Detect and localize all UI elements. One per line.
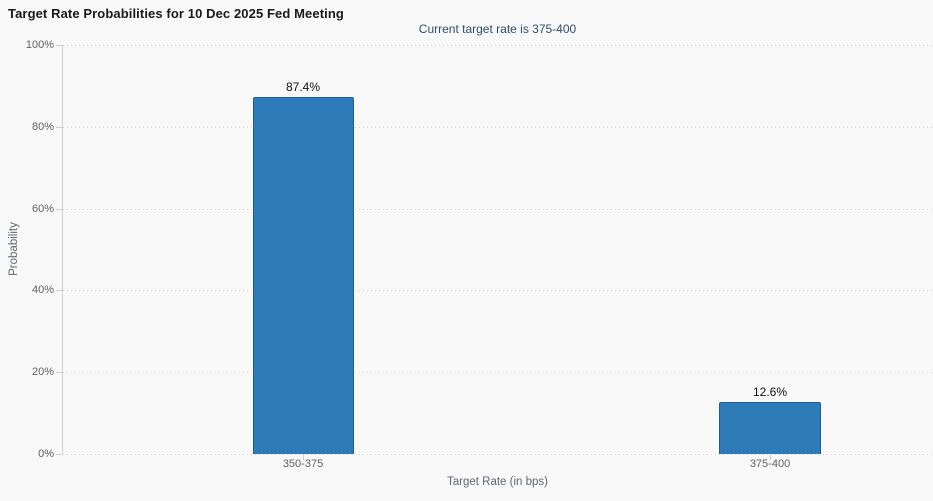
- x-tick-label: 350-375: [282, 458, 324, 470]
- y-axis-title: Probability: [8, 222, 20, 276]
- chart-subtitle: Current target rate is 375-400: [418, 22, 577, 36]
- x-axis-tick: [303, 455, 304, 460]
- gridline: [63, 208, 933, 210]
- gridline: [63, 290, 933, 292]
- x-axis-tick: [770, 455, 771, 460]
- y-axis-tick: [56, 454, 62, 455]
- x-tick-label: 375-400: [749, 458, 791, 470]
- probability-bar[interactable]: [719, 402, 821, 454]
- y-tick-label: 40%: [31, 284, 54, 297]
- gridline: [63, 45, 933, 46]
- gridline: [63, 454, 933, 455]
- y-tick-label: 80%: [31, 120, 54, 133]
- bar-value-label: 87.4%: [285, 79, 321, 94]
- y-tick-label: 20%: [31, 366, 54, 379]
- x-axis-title: Target Rate (in bps): [447, 476, 548, 488]
- plot-area: [62, 45, 933, 455]
- y-axis-tick: [56, 290, 62, 292]
- chart-title: Target Rate Probabilities for 10 Dec 202…: [8, 6, 344, 21]
- probability-bar[interactable]: [252, 96, 354, 454]
- y-axis-tick: [56, 208, 62, 210]
- y-axis-tick: [56, 126, 62, 128]
- bar-value-label: 12.6%: [752, 385, 788, 400]
- gridline: [63, 372, 933, 374]
- gridline: [63, 126, 933, 128]
- y-tick-label: 0%: [38, 448, 54, 460]
- y-tick-label: 60%: [31, 202, 54, 215]
- y-axis-tick: [56, 45, 62, 46]
- y-axis-tick: [56, 372, 62, 374]
- y-tick-label: 100%: [25, 39, 54, 51]
